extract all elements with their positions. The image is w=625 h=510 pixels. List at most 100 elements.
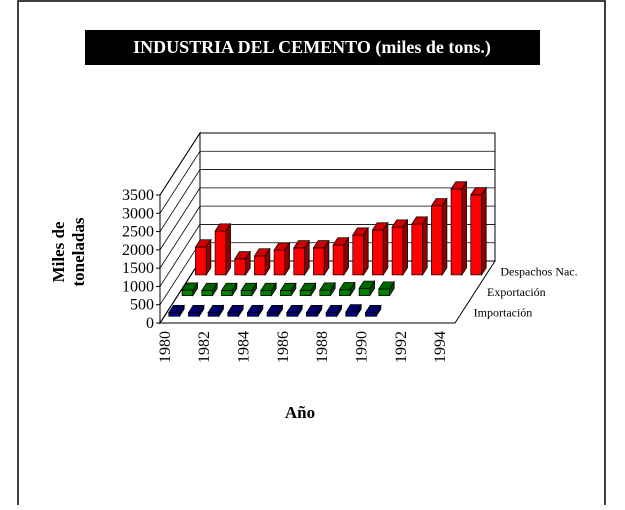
grid-line xyxy=(159,150,495,214)
bar-side xyxy=(277,304,283,318)
bar-side xyxy=(264,247,271,277)
bar-side xyxy=(422,215,428,277)
bar-side xyxy=(382,221,389,277)
bar-side xyxy=(297,304,303,318)
x-axis-label: Año xyxy=(285,403,315,422)
frame xyxy=(17,0,606,505)
chart-title: INDUSTRIA DEL CEMENTO (miles de tons.) xyxy=(133,37,491,58)
bar-side xyxy=(343,236,349,277)
bar-side xyxy=(310,282,316,297)
bar-side xyxy=(461,180,467,277)
bar xyxy=(411,215,428,277)
bar-side xyxy=(212,282,218,297)
bar-side xyxy=(356,303,362,318)
bar xyxy=(319,281,336,297)
bar-front xyxy=(247,312,259,317)
grid-line xyxy=(159,205,495,269)
y-tick-label: 500 xyxy=(130,297,154,314)
bar xyxy=(201,282,218,297)
bar xyxy=(352,226,369,277)
bar xyxy=(332,236,350,277)
bar-side xyxy=(389,280,395,297)
legend-label: Despachos Nac. xyxy=(500,264,577,278)
grid-line xyxy=(159,187,495,251)
bar-side xyxy=(349,281,356,297)
bar-side xyxy=(238,304,244,318)
y-tick-label: 3500 xyxy=(122,187,154,204)
bar-side xyxy=(323,239,330,277)
bar-front xyxy=(325,312,338,317)
bar xyxy=(378,280,395,297)
bar-side xyxy=(369,279,375,297)
x-tick-label: 1984 xyxy=(236,331,253,363)
y-tick-label: 0 xyxy=(146,315,154,332)
bar-front xyxy=(391,226,404,276)
bar-side xyxy=(179,304,185,318)
bar-front xyxy=(266,312,279,317)
bar-front xyxy=(345,311,357,317)
bar-side xyxy=(245,250,251,277)
bar-front xyxy=(207,312,220,317)
bar-side xyxy=(192,281,198,297)
y-tick-label: 2000 xyxy=(122,242,154,259)
bar xyxy=(168,304,185,318)
bar xyxy=(260,282,277,297)
bar-front xyxy=(195,246,207,276)
bar-side xyxy=(481,186,487,277)
bar-front xyxy=(254,255,266,276)
bar-front xyxy=(188,312,200,317)
bar-front xyxy=(234,258,246,276)
bar xyxy=(312,239,330,277)
y-axis-label: Miles de xyxy=(49,221,68,282)
bar xyxy=(325,304,343,318)
bar xyxy=(358,279,376,297)
bar-side xyxy=(375,304,382,318)
bar-side xyxy=(336,304,342,318)
bar-side xyxy=(198,304,205,318)
bar xyxy=(234,250,251,277)
legend-label: Importación xyxy=(474,306,533,320)
bar-front xyxy=(168,312,180,317)
bar xyxy=(391,218,409,277)
title-box xyxy=(85,30,540,65)
grid-line xyxy=(159,132,495,196)
y-tick-label: 1500 xyxy=(122,260,154,277)
x-tick-label: 1980 xyxy=(157,331,174,363)
bar xyxy=(299,282,317,297)
bar-front xyxy=(431,205,443,276)
bar-front xyxy=(372,229,384,276)
bar-side xyxy=(316,304,323,318)
bar xyxy=(214,222,232,277)
legend-label: Exportación xyxy=(487,285,546,299)
bar-side xyxy=(225,222,231,277)
bar-front xyxy=(201,290,213,296)
bar xyxy=(293,239,310,277)
y-axis-label: toneladas xyxy=(69,217,88,286)
x-tick-label: 1994 xyxy=(432,331,449,363)
bar xyxy=(220,282,238,297)
bar-front xyxy=(306,312,318,317)
bar-side xyxy=(363,226,369,277)
bar-front xyxy=(240,290,253,296)
bar-side xyxy=(205,238,212,277)
bar xyxy=(371,221,389,277)
y-tick-label: 1000 xyxy=(122,278,154,295)
bar-front xyxy=(181,289,194,296)
bar-side xyxy=(441,197,448,277)
bar-front xyxy=(221,290,233,296)
bar-front xyxy=(260,290,272,296)
bar-side xyxy=(218,304,224,318)
bar-front xyxy=(378,288,390,296)
bar-side xyxy=(271,282,277,297)
x-tick-label: 1982 xyxy=(196,331,213,363)
bar-front xyxy=(365,312,377,317)
bar xyxy=(430,197,448,277)
bar xyxy=(227,304,244,318)
bar xyxy=(305,304,323,318)
bar-front xyxy=(450,188,463,276)
bar-side xyxy=(251,282,257,297)
bar-side xyxy=(231,282,238,297)
bar xyxy=(345,303,362,318)
